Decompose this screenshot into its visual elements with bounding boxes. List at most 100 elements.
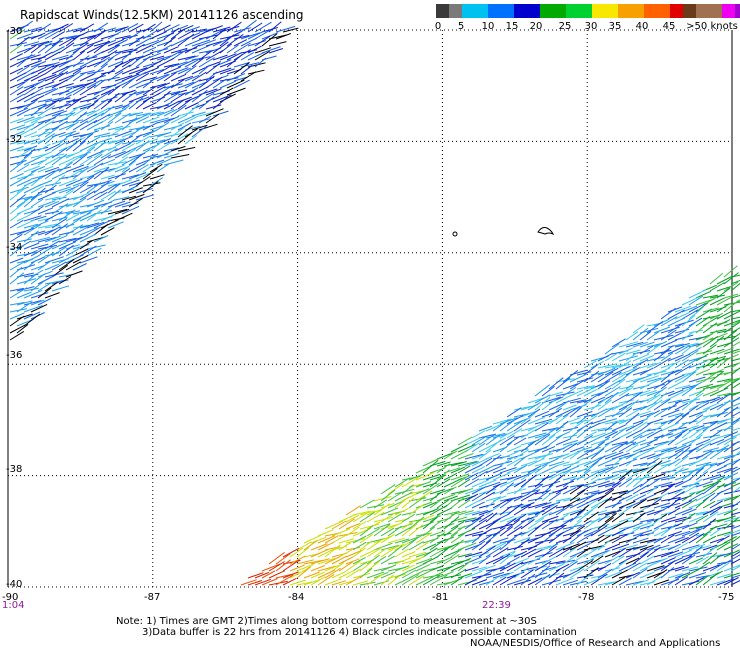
wind-barb (177, 58, 197, 68)
wind-barb (723, 265, 738, 278)
wind-barb (198, 92, 215, 103)
wind-barb (58, 254, 76, 264)
wind-barb (205, 88, 222, 96)
wind-barb (576, 542, 591, 551)
wind-barb (135, 125, 151, 131)
wind-barb (667, 412, 682, 418)
wind-barb (730, 294, 740, 299)
wind-barb (702, 482, 719, 495)
wind-barb (604, 567, 620, 572)
wind-barb (513, 405, 532, 411)
note-line-2: 3)Data buffer is 22 hrs from 20141126 4)… (142, 627, 577, 638)
wind-barb (716, 407, 730, 418)
wind-barb (562, 426, 579, 432)
wind-barb (681, 447, 698, 460)
wind-barb (177, 125, 193, 138)
wind-barb (681, 315, 696, 327)
wind-barb (730, 358, 740, 362)
wind-barb (86, 39, 104, 47)
wind-barb (541, 531, 556, 544)
wind-barb (702, 420, 719, 432)
wind-barb (604, 386, 621, 397)
wind-barb (72, 225, 90, 236)
wind-barb (114, 130, 132, 138)
wind-barb (65, 178, 83, 187)
colorbar-label: 10 (481, 21, 495, 32)
wind-barb (702, 572, 719, 586)
wind-barb (51, 171, 67, 180)
wind-barb (562, 386, 577, 397)
colorbar-swatch (735, 4, 740, 18)
wind-barb (394, 523, 413, 530)
wind-barb (135, 140, 150, 152)
wind-barb (653, 475, 672, 481)
wind-barb (100, 96, 118, 103)
wind-barb (583, 548, 598, 558)
colorbar-label: 45 (662, 21, 676, 32)
wind-barb (44, 235, 61, 243)
wind-barb (128, 193, 145, 201)
wind-barb (184, 37, 204, 47)
wind-barb (639, 345, 654, 355)
wind-barb (457, 453, 474, 460)
wind-barb (576, 446, 593, 453)
colorbar-label: 5 (457, 21, 465, 32)
wind-barb (443, 495, 458, 502)
wind-barb (72, 181, 89, 194)
wind-barb (16, 301, 33, 313)
wind-barb (660, 483, 676, 488)
wind-barb (30, 272, 46, 285)
wind-barb (702, 389, 719, 397)
wind-barb (471, 442, 486, 453)
wind-barb (205, 49, 224, 61)
wind-barb (590, 550, 609, 558)
wind-barb (534, 565, 551, 579)
wind-barb (513, 504, 532, 516)
wind-barb (352, 521, 367, 530)
colorbar-swatch (488, 4, 514, 18)
wind-barb (478, 521, 496, 530)
wind-barb (583, 554, 599, 565)
wind-barb (667, 433, 683, 446)
wind-barb (464, 493, 479, 502)
wind-barb (401, 538, 417, 551)
wind-barb (709, 396, 724, 404)
wind-barb (177, 115, 195, 124)
wind-barb (534, 511, 552, 523)
wind-barb (709, 562, 725, 572)
wind-barb (23, 311, 41, 320)
wind-barb (86, 44, 102, 54)
wind-barb (457, 478, 471, 488)
wind-barb (30, 265, 45, 271)
wind-barb (436, 556, 453, 565)
wind-barb (702, 335, 719, 348)
wind-barb (366, 521, 381, 530)
wind-barb (534, 519, 549, 530)
wind-barb (72, 86, 86, 96)
wind-barb (660, 326, 680, 334)
wind-barb (58, 94, 72, 103)
wind-barb (30, 176, 43, 187)
wind-barb (247, 45, 262, 54)
wind-barb (499, 517, 517, 530)
wind-barb (709, 335, 725, 348)
wind-barb (534, 445, 550, 453)
wind-barb (527, 408, 541, 418)
wind-barb (625, 562, 641, 572)
wind-barb (275, 33, 291, 40)
wind-barb (548, 407, 562, 418)
wind-barb (513, 567, 529, 579)
wind-barb (156, 131, 172, 138)
wind-barb (16, 116, 35, 124)
wind-barb (492, 472, 511, 481)
wind-barb (730, 382, 740, 390)
wind-barb (282, 571, 299, 579)
wind-barb (79, 156, 93, 166)
wind-barb (114, 39, 128, 47)
wind-barb (660, 439, 675, 446)
wind-barb (65, 86, 83, 96)
wind-barb (16, 219, 36, 229)
wind-barb (317, 573, 335, 586)
wind-barb (37, 40, 53, 47)
wind-barb (667, 444, 687, 453)
